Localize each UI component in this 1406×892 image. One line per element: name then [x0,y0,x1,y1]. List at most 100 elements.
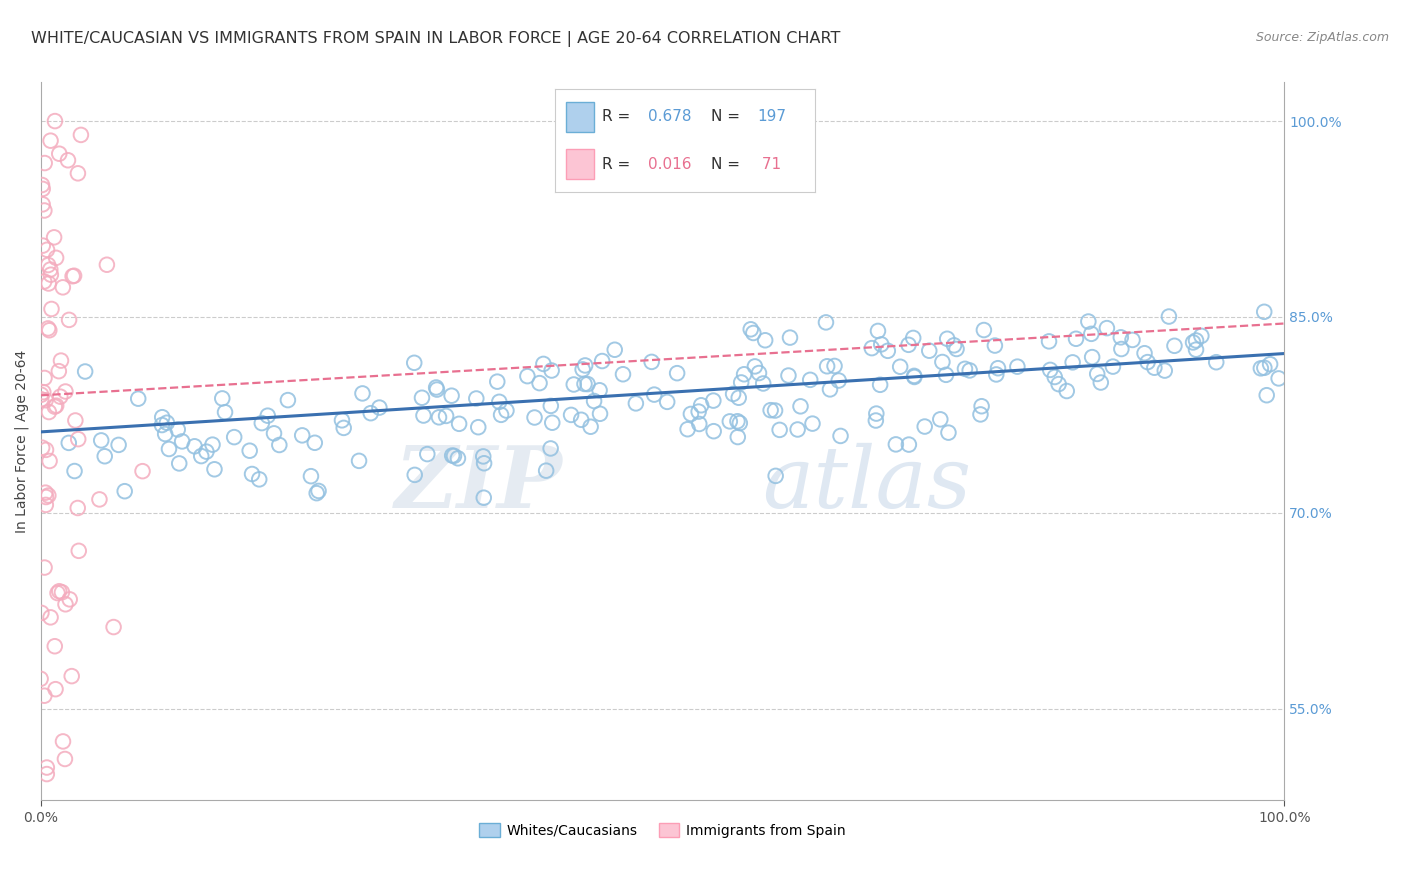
Point [53,752,76,766]
Point [256,409,278,423]
Point [657,395,679,409]
Point [308,483,330,498]
Point [801,417,824,431]
Point [702,393,724,408]
Point [269,438,291,452]
Point [1039,363,1062,377]
Point [589,407,612,421]
Point [865,407,887,421]
Point [1080,326,1102,341]
Point [560,408,582,422]
Point [725,414,748,428]
Point [1143,360,1166,375]
Point [156,416,179,430]
Point [150,418,173,433]
Point [814,315,837,329]
Point [107,438,129,452]
Point [93,449,115,463]
Point [38,405,60,419]
Point [870,337,893,351]
Point [52,734,75,748]
Point [75,364,97,378]
Point [765,468,787,483]
Text: 71: 71 [756,157,782,171]
Point [688,417,710,431]
Point [1185,334,1208,348]
Point [903,368,925,383]
Point [540,442,562,456]
Point [778,368,800,383]
Point [903,370,925,384]
Point [34,560,56,574]
Point [574,376,596,391]
Point [39,134,62,148]
Point [63,268,86,283]
Point [789,400,811,414]
Point [239,443,262,458]
Point [1095,321,1118,335]
Point [541,416,564,430]
Point [34,393,56,408]
Point [35,767,58,781]
Point [89,492,111,507]
Point [449,417,471,431]
Point [1189,329,1212,343]
Point [45,251,67,265]
Point [426,383,449,397]
Point [291,428,314,442]
Point [55,384,77,399]
Point [434,409,457,423]
Text: 197: 197 [756,110,786,124]
Text: WHITE/CAUCASIAN VS IMMIGRANTS FROM SPAIN IN LABOR FORCE | AGE 20-64 CORRELATION : WHITE/CAUCASIAN VS IMMIGRANTS FROM SPAIN… [31,31,841,47]
Point [935,368,957,382]
Point [304,435,326,450]
Point [1090,376,1112,390]
Point [127,392,149,406]
Point [486,375,509,389]
Point [153,427,176,442]
Point [740,322,762,336]
Point [1153,363,1175,377]
Point [39,262,62,277]
Point [55,597,77,611]
Point [66,166,89,180]
Point [1163,339,1185,353]
Point [571,362,593,376]
Point [114,484,136,499]
Point [42,230,65,244]
Point [523,410,546,425]
Point [727,430,749,444]
Point [569,413,592,427]
Point [352,386,374,401]
Point [45,399,67,413]
Point [1253,360,1275,375]
Point [30,672,52,686]
Point [166,422,188,436]
Point [66,500,89,515]
Point [730,376,752,390]
Point [591,354,613,368]
Point [1085,367,1108,381]
Point [1121,333,1143,347]
Point [443,449,465,463]
Point [1111,342,1133,356]
Point [828,374,851,388]
Point [931,355,953,369]
Point [49,390,72,404]
Text: 0.016: 0.016 [648,157,692,171]
Point [48,584,70,599]
Legend: Whites/Caucasians, Immigrants from Spain: Whites/Caucasians, Immigrants from Spain [474,818,852,844]
Point [427,410,450,425]
Point [103,620,125,634]
Point [34,371,56,385]
Point [897,437,920,451]
Point [769,423,792,437]
Bar [565,102,595,132]
Point [38,454,60,468]
Point [472,456,495,470]
Point [1253,305,1275,319]
Point [131,464,153,478]
Point [679,407,702,421]
Point [748,366,770,380]
Point [30,606,52,620]
